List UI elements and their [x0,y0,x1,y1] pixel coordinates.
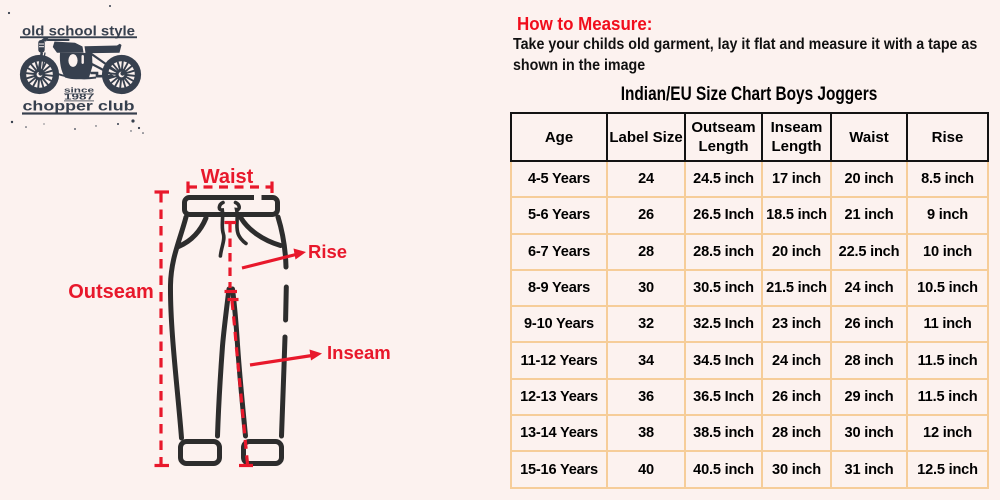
svg-text:1987: 1987 [64,93,95,102]
svg-text:since: since [64,88,94,95]
svg-text:Inseam: Inseam [327,342,391,363]
svg-text:Outseam: Outseam [68,281,154,303]
svg-text:Waist: Waist [201,166,254,188]
svg-text:Rise: Rise [308,241,347,262]
svg-text:old school style: old school style [22,24,136,39]
svg-text:chopper club: chopper club [23,99,135,114]
